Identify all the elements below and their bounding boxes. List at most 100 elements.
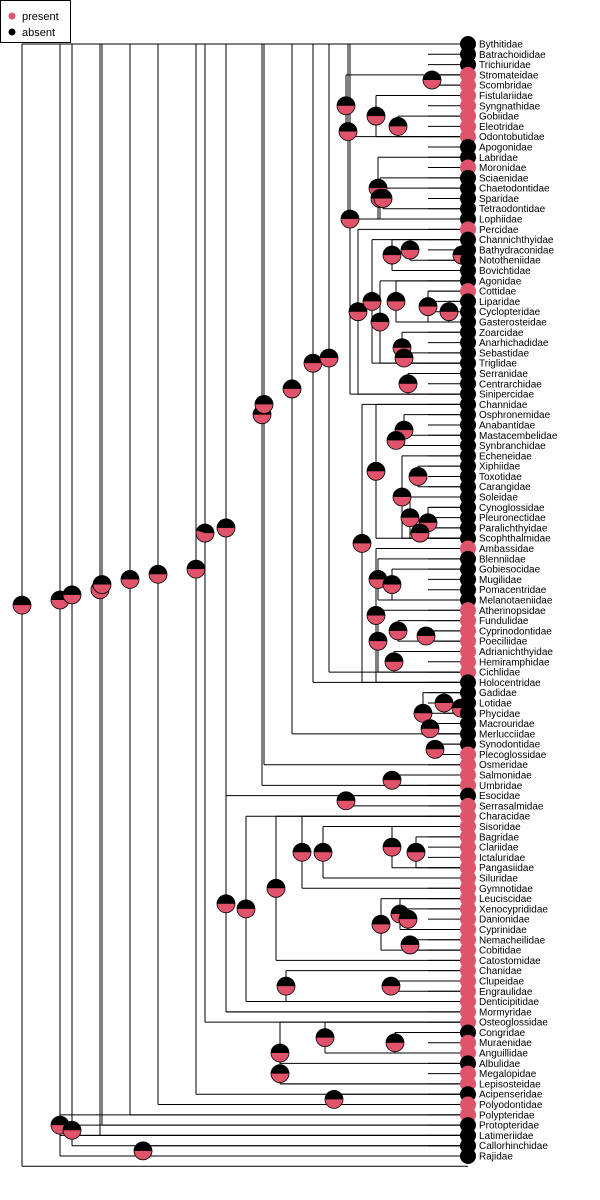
pie-present-slice xyxy=(382,986,401,996)
node-state-pie xyxy=(425,739,445,759)
pie-outline xyxy=(324,1089,344,1109)
tip-label: Melanotaeniidae xyxy=(479,596,553,607)
node-state-pie xyxy=(400,508,420,528)
tip-label: Eleotridae xyxy=(479,122,524,133)
node-state-pie xyxy=(92,575,112,594)
pie-present-slice xyxy=(385,661,403,671)
node-state-pie xyxy=(324,1089,344,1109)
node-state-pie xyxy=(384,652,404,672)
node-state-pie xyxy=(368,570,388,589)
pie-outline xyxy=(282,379,302,399)
tip-label: Ictaluridae xyxy=(479,853,526,864)
pie-outline xyxy=(413,703,433,723)
pie-outline xyxy=(439,302,459,322)
tip-label: Percidae xyxy=(479,225,519,236)
node-state-pie xyxy=(254,394,274,414)
tip-label: Xenocyprididae xyxy=(479,904,548,915)
pie-outline xyxy=(186,559,206,579)
node-state-pie xyxy=(408,467,428,486)
pie-present-slice xyxy=(337,105,356,115)
pie-present-slice xyxy=(435,702,453,712)
node-state-pie xyxy=(282,379,302,399)
pie-outline xyxy=(120,570,140,589)
tip-label: Pomacentridae xyxy=(479,585,547,596)
pie-outline xyxy=(381,976,401,996)
pie-present-slice xyxy=(386,1042,404,1052)
pie-present-slice xyxy=(401,517,419,527)
tip-label: Mugilidae xyxy=(479,575,522,586)
tip-label: Rajidae xyxy=(479,1152,513,1163)
pie-outline xyxy=(368,631,388,651)
pie-outline xyxy=(400,935,420,955)
pie-outline xyxy=(362,292,382,311)
pie-present-slice xyxy=(63,594,81,604)
node-state-pie xyxy=(340,209,360,229)
node-state-pie xyxy=(216,518,236,538)
tip-label: Cynoglossidae xyxy=(479,503,545,514)
pie-present-slice xyxy=(417,636,435,646)
node-state-pie xyxy=(366,106,386,126)
tip-label: Phycidae xyxy=(479,709,521,720)
pie-outline xyxy=(382,575,402,594)
pie-outline xyxy=(366,461,386,481)
node-state-pie xyxy=(352,533,372,553)
node-state-pie xyxy=(368,631,388,651)
tip-label: Gobiesocidae xyxy=(479,565,541,576)
tip-label: Pangasiidae xyxy=(479,863,534,874)
pie-present-slice xyxy=(426,749,444,759)
node-state-pie xyxy=(133,1141,153,1161)
pie-present-slice xyxy=(271,1073,289,1083)
pie-outline xyxy=(382,245,402,265)
tip-label: Synodontidae xyxy=(479,740,541,751)
pie-present-slice xyxy=(387,301,405,311)
pie-outline xyxy=(366,106,386,126)
node-state-pie xyxy=(400,935,420,955)
pie-present-slice xyxy=(383,847,401,857)
pie-present-slice xyxy=(367,471,385,481)
tip-label: Adrianichthyidae xyxy=(479,647,553,658)
pie-outline xyxy=(62,585,82,605)
pie-outline xyxy=(315,1028,335,1047)
tip-label: Salmonidae xyxy=(479,771,532,782)
tip-label: Channidae xyxy=(479,400,528,411)
pie-present-slice xyxy=(363,301,381,311)
node-state-pie xyxy=(270,1043,290,1063)
tip-label: Holocentridae xyxy=(479,678,541,689)
tip-label: Ambassidae xyxy=(479,544,534,555)
pie-outline xyxy=(382,770,402,790)
pie-outline xyxy=(270,1043,290,1063)
pie-present-slice xyxy=(383,584,401,594)
pie-present-slice xyxy=(401,944,419,954)
tip-label: Chanidae xyxy=(479,966,522,977)
legend-box xyxy=(0,0,71,43)
node-state-pie xyxy=(422,70,442,90)
node-state-pie xyxy=(266,878,286,898)
tip-label: Serrasalmidae xyxy=(479,801,544,812)
tip-label: Bythitidae xyxy=(479,40,523,51)
pie-outline xyxy=(416,626,436,646)
pie-outline xyxy=(348,302,368,322)
pie-outline xyxy=(92,575,112,594)
node-state-pie xyxy=(348,302,368,322)
node-state-pie xyxy=(120,570,140,589)
tip-label: Cichlidae xyxy=(479,668,521,679)
legend-absent-label: absent xyxy=(22,27,55,39)
pie-present-slice xyxy=(372,924,390,934)
tip-label: Albulidae xyxy=(479,1059,521,1070)
pie-present-slice xyxy=(419,306,437,316)
tip-label: Mormyridae xyxy=(479,1007,532,1018)
node-state-pie xyxy=(313,842,333,862)
pie-outline xyxy=(62,1120,82,1140)
pie-outline xyxy=(336,791,356,811)
node-state-pie xyxy=(420,719,440,739)
node-state-pie xyxy=(398,374,418,394)
node-state-pie xyxy=(195,523,215,543)
tip-label: Sinipercidae xyxy=(479,390,534,401)
tip-label: Cobitidae xyxy=(479,946,522,957)
node-state-pie xyxy=(386,431,406,450)
pie-present-slice xyxy=(399,919,417,929)
tip-label: Blenniidae xyxy=(479,554,526,565)
tip-label: Paralichthyidae xyxy=(479,523,548,534)
pie-outline xyxy=(338,122,358,141)
